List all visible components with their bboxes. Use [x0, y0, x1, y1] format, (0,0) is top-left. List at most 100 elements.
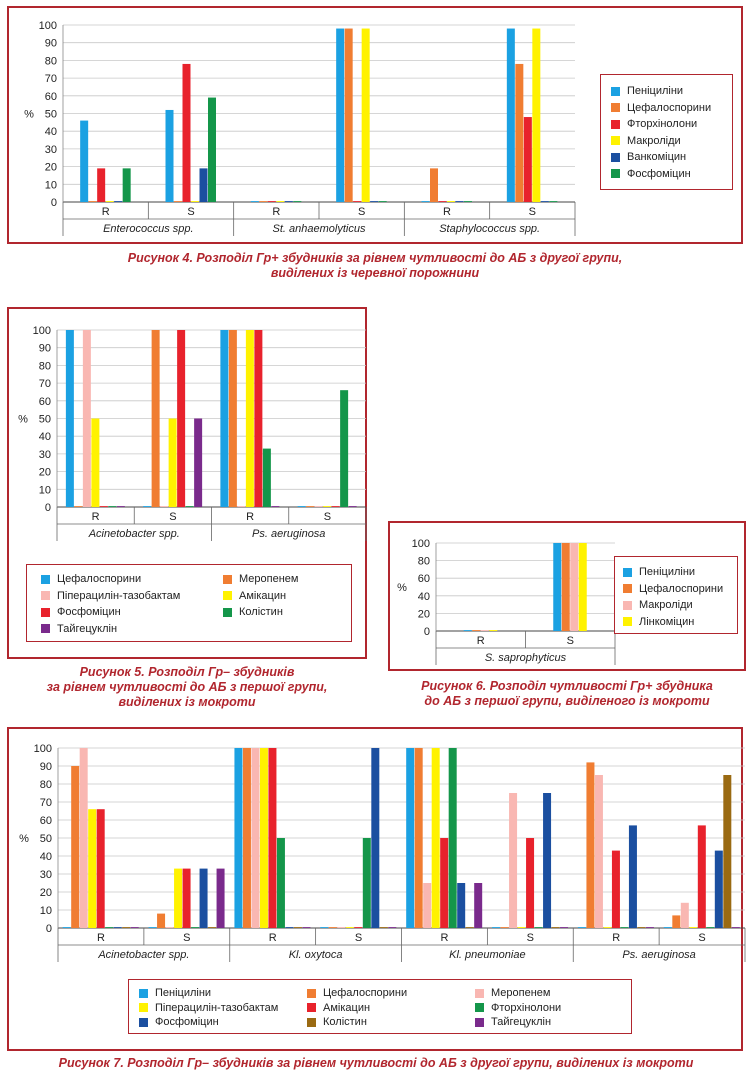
bar	[438, 201, 447, 202]
y-tick-label: 50	[45, 109, 57, 121]
bar	[628, 825, 637, 928]
group-label: Acinetobacter spp.	[97, 949, 189, 961]
caption-line: Рисунок 7. Розподіл Гр– збудників за рів…	[58, 1056, 694, 1070]
legend-item: Цефалоспорини	[307, 987, 407, 999]
figure-4-frame: 0 10 20 30 40 50 60 70 80 90 100% R S R S R S Enterococcu…	[7, 6, 743, 244]
x-tick-label: S	[527, 932, 534, 944]
y-tick-label: 60	[418, 573, 430, 585]
legend-label: Пеніциліни	[155, 987, 212, 999]
legend-label: Піперацилін-тазобактам	[57, 589, 181, 602]
legend-label: Фторхінолони	[491, 1001, 562, 1014]
bar	[344, 28, 353, 203]
legend-label: Колістин	[323, 1016, 367, 1028]
y-tick-label: 40	[45, 126, 57, 138]
x-tick-label: R	[269, 932, 277, 944]
bar	[431, 748, 440, 928]
legend-swatch	[41, 607, 50, 617]
legend-item: Тайгецуклін	[41, 623, 117, 635]
y-tick-label: 100	[39, 20, 57, 32]
legend-swatch	[475, 1017, 484, 1027]
bar	[500, 927, 509, 928]
y-tick-label: 40	[39, 431, 51, 443]
y-tick-label: 40	[40, 851, 52, 863]
bar	[302, 927, 311, 928]
caption-line: виділених із черевної порожнини	[270, 266, 480, 280]
bar	[406, 748, 415, 928]
y-tick-label: 60	[39, 396, 51, 408]
y-axis-label: %	[397, 582, 407, 594]
legend-label: Колістин	[239, 606, 283, 618]
group-label: Acinetobacter spp.	[88, 528, 180, 540]
legend-label: Макроліди	[639, 599, 693, 611]
bar	[714, 850, 723, 928]
bar	[113, 927, 122, 928]
y-tick-label: 10	[45, 179, 57, 191]
legend-swatch	[611, 86, 620, 96]
bar	[62, 927, 71, 928]
bar	[323, 506, 332, 507]
caption-line: до АБ з першої групи, виділеного із мокр…	[424, 694, 710, 708]
legend-item: Меропенем	[223, 573, 298, 585]
legend-label: Піперацилін-тазобактам	[155, 1001, 279, 1014]
x-tick-label: S	[358, 206, 365, 218]
bar	[268, 748, 277, 928]
bar	[74, 506, 83, 507]
legend-swatch	[223, 607, 232, 617]
y-tick-label: 90	[40, 761, 52, 773]
figure-6-legend: Пеніциліни Цефалоспорини Макроліди Лінкоміц…	[614, 556, 738, 634]
bar	[251, 748, 260, 928]
y-tick-label: 100	[34, 743, 52, 755]
figure-6-chart: 0 20 40 60 80 100% R SS. saprophyticus	[397, 538, 616, 665]
legend-label: Фосфоміцин	[627, 167, 691, 180]
legend-swatch	[41, 574, 50, 584]
legend-label: Цефалоспорини	[323, 987, 408, 999]
x-tick-label: R	[92, 511, 100, 523]
x-tick-label: S	[567, 635, 574, 647]
bar	[182, 868, 191, 928]
legend-swatch	[611, 152, 620, 162]
figure-6-frame: 0 20 40 60 80 100% R S S. saprophyticus Пеніцилі…	[388, 521, 746, 671]
group-label: S. saprophyticus	[485, 652, 567, 664]
bar	[448, 748, 457, 928]
caption-line: Рисунок 5. Розподіл Гр– збудників	[79, 665, 295, 679]
x-tick-label: R	[440, 932, 448, 944]
bar	[216, 868, 225, 928]
bar	[199, 168, 208, 202]
bar	[105, 927, 114, 928]
figure-7-chart: 0 10 20 30 40 50 60 70 80 90 100% R S R S R S R S Acinetoba…	[19, 743, 746, 962]
legend-swatch	[307, 988, 316, 998]
legend-swatch	[223, 574, 232, 584]
legend-swatch	[307, 1017, 316, 1027]
group-label: Ps. aeruginosa	[622, 949, 695, 961]
bar	[517, 927, 526, 928]
bar	[361, 28, 370, 203]
group-label: Enterococcus spp.	[103, 223, 194, 235]
group-label: Kl. pneumoniae	[449, 949, 525, 961]
bar	[174, 201, 182, 202]
y-axis-label: %	[18, 414, 28, 426]
legend-label: Пеніциліни	[639, 566, 696, 578]
y-axis-label: %	[19, 833, 29, 845]
bar	[148, 927, 157, 928]
legend-swatch	[223, 591, 232, 600]
bar	[199, 868, 208, 928]
x-tick-label: S	[324, 511, 331, 523]
bar	[489, 630, 498, 631]
bar	[108, 506, 117, 507]
y-tick-label: 20	[40, 887, 52, 899]
bar	[105, 201, 114, 202]
legend-swatch	[41, 591, 50, 600]
bar	[182, 63, 191, 202]
y-tick-label: 20	[39, 467, 51, 479]
bar	[689, 927, 698, 928]
legend-item: Піперацилін-тазобактам	[41, 590, 180, 602]
bar	[80, 120, 89, 202]
x-tick-label: S	[169, 511, 176, 523]
bar	[345, 927, 354, 928]
caption-line: Рисунок 4. Розподіл Гр+ збудників за рів…	[127, 251, 623, 265]
bar	[143, 506, 152, 507]
bar	[276, 838, 285, 928]
bar	[480, 630, 489, 631]
bar	[723, 775, 732, 928]
bar	[336, 28, 345, 203]
